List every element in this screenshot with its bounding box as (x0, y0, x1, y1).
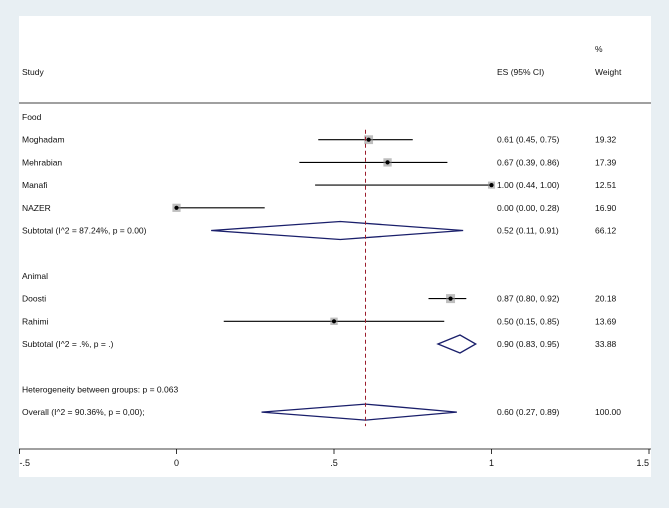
x-tick-label-2: .5 (330, 458, 338, 468)
es-value-4: 0.00 (0.00, 0.28) (497, 203, 560, 213)
point-estimate-2 (385, 160, 390, 165)
weight-value-8: 20.18 (595, 294, 617, 304)
row-label-0: Food (22, 112, 42, 122)
weight-value-5: 66.12 (595, 226, 617, 236)
point-estimate-8 (448, 296, 453, 301)
es-value-9: 0.50 (0.15, 0.85) (497, 316, 560, 326)
es-value-3: 1.00 (0.44, 1.00) (497, 180, 560, 190)
weight-value-13: 100.00 (595, 407, 621, 417)
overall-diamond (261, 403, 457, 421)
weight-value-10: 33.88 (595, 339, 617, 349)
es-value-1: 0.61 (0.45, 0.75) (497, 135, 560, 145)
row-label-12: Heterogeneity between groups: p = 0.063 (22, 384, 178, 394)
row-label-2: Mehrabian (22, 157, 62, 167)
header-weight-percent: % (595, 44, 603, 54)
x-tick-label-4: 1.5 (636, 458, 649, 468)
point-estimate-1 (366, 137, 371, 142)
subtotal-diamond-10 (436, 334, 478, 354)
row-label-7: Animal (22, 271, 48, 281)
weight-value-2: 17.39 (595, 157, 617, 167)
row-label-8: Doosti (22, 294, 46, 304)
x-axis: -.5 0 .5 1 1.5 (19, 449, 650, 468)
row-label-13: Overall (I^2 = 90.36%, p = 0,00); (22, 407, 145, 417)
marks-layer (172, 129, 496, 427)
plot-panel: % Study ES (95% CI) Weight Food Moghadam 0… (19, 16, 651, 477)
header-study: Study (22, 67, 44, 77)
subtotal-diamond-5 (211, 220, 464, 241)
header-weight: Weight (595, 67, 622, 77)
es-value-13: 0.60 (0.27, 0.89) (497, 407, 560, 417)
point-estimate-3 (489, 183, 494, 188)
forest-plot: % Study ES (95% CI) Weight Food Moghadam 0… (19, 44, 651, 468)
row-label-9: Rahimi (22, 316, 49, 326)
row-label-4: NAZER (22, 203, 51, 213)
es-value-5: 0.52 (0.11, 0.91) (497, 226, 559, 236)
rows-layer: Food Moghadam 0.61 (0.45, 0.75) 19.32 Mehrab… (22, 112, 621, 417)
row-label-3: Manafi (22, 180, 48, 190)
x-tick-label-0: -.5 (20, 458, 31, 468)
row-label-1: Moghadam (22, 135, 65, 145)
x-tick-label-1: 0 (174, 458, 179, 468)
es-value-2: 0.67 (0.39, 0.86) (497, 157, 560, 167)
point-estimate-4 (174, 205, 179, 210)
es-value-10: 0.90 (0.83, 0.95) (497, 339, 560, 349)
es-value-8: 0.87 (0.80, 0.92) (497, 294, 560, 304)
weight-value-1: 19.32 (595, 135, 617, 145)
point-estimate-9 (331, 319, 337, 324)
weight-value-4: 16.90 (595, 203, 617, 213)
x-tick-label-3: 1 (489, 458, 494, 468)
row-label-5: Subtotal (I^2 = 87.24%, p = 0.00) (22, 226, 147, 236)
weight-value-3: 12.51 (595, 180, 617, 190)
header-es: ES (95% CI) (497, 67, 544, 77)
weight-value-9: 13.69 (595, 316, 617, 326)
row-label-10: Subtotal (I^2 = .%, p = .) (22, 339, 114, 349)
